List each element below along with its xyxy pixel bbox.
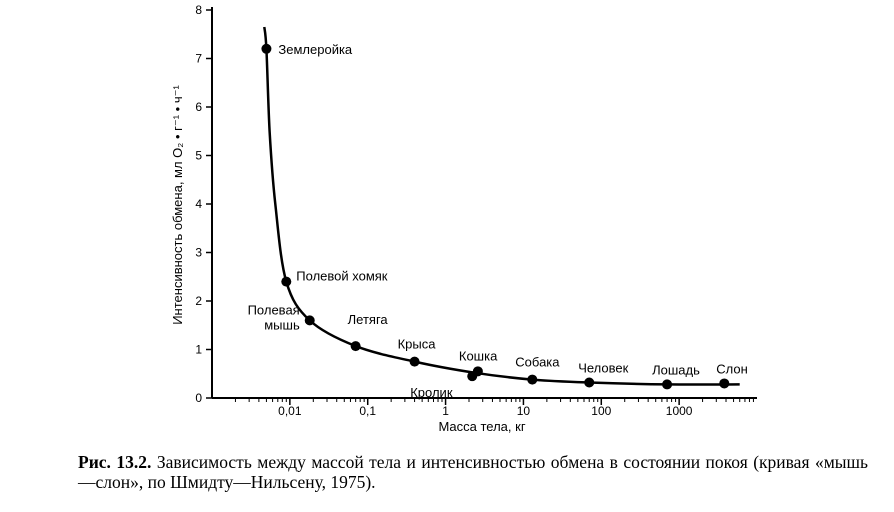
fitted-curve-layer [263,26,740,386]
point-label: Лошадь [652,362,700,377]
y-tick-label: 2 [195,294,202,308]
x-tick-label: 10 [517,404,531,418]
point-label: Полевая мышь [248,302,300,332]
point-label: Полевой хомяк [296,269,388,284]
data-point [719,378,730,389]
point-label: Землеройка [278,42,353,57]
data-point [281,276,292,287]
point-label: Кошка [459,348,498,363]
axes: 0 1 2 3 4 5 6 7 8 0,01 0,1 1 10 100 1000 [195,3,757,418]
data-point [261,43,272,54]
y-tick-label: 6 [195,100,202,114]
y-axis-title: Интенсивность обмена, мл O₂ • г⁻¹ • ч⁻¹ [170,85,185,325]
y-tick-label: 8 [195,3,202,17]
data-point [304,315,315,326]
point-label: Собака [515,355,560,370]
point-labels-layer: Землеройка Полевой хомяк Полевая мышь Летяга… [248,42,748,400]
x-tick-label: 1000 [666,404,693,418]
fitted-curve [263,26,740,386]
y-tick-label: 7 [195,52,202,66]
data-point [584,377,595,388]
y-tick-label: 1 [195,343,202,357]
figure-caption: Рис. 13.2. Зависимость между массой тела… [78,452,868,492]
data-point [527,374,538,385]
point-label: Крыса [398,337,437,352]
y-tick-label: 4 [195,197,202,211]
caption-text: Зависимость между массой тела и интенсив… [78,452,868,492]
data-points-layer [261,43,730,390]
point-label: Кролик [410,385,453,400]
point-label: Летяга [348,312,389,327]
y-tick-label: 5 [195,149,202,163]
point-label: Слон [716,361,748,376]
figure-number: Рис. 13.2. [78,452,152,472]
data-point [409,356,420,367]
data-point [472,366,483,377]
y-tick-label: 3 [195,246,202,260]
x-tick-label: 0,1 [359,404,376,418]
data-point [350,341,361,352]
chart-area: 0 1 2 3 4 5 6 7 8 0,01 0,1 1 10 100 1000 Землеройка Пол… [170,3,757,434]
y-tick-label: 0 [195,391,202,405]
x-tick-label: 0,01 [278,404,302,418]
x-axis-title: Масса тела, кг [438,419,525,434]
point-label: Человек [578,360,628,375]
x-tick-label: 1 [442,404,449,418]
data-point [662,379,673,390]
x-tick-label: 100 [591,404,611,418]
